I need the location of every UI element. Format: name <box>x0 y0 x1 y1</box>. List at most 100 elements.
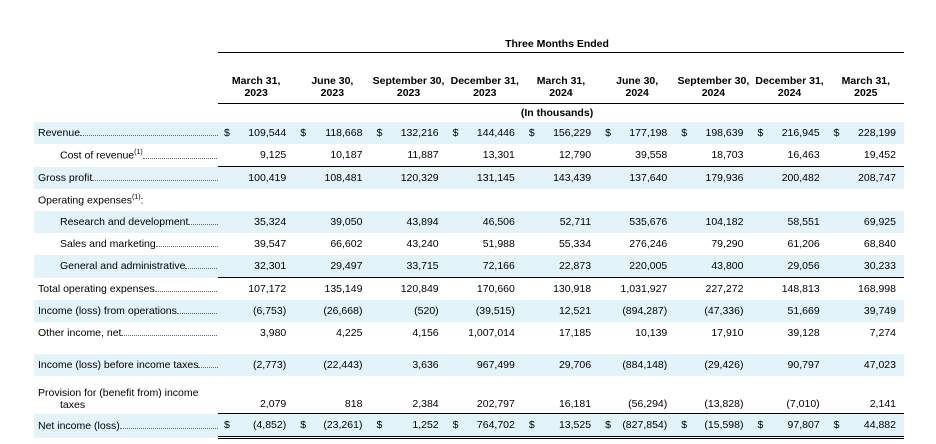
value: 29,497 <box>330 260 363 272</box>
value-cell: 39,050 <box>294 211 371 233</box>
value-cell: 22,873 <box>522 255 600 278</box>
value-cell: $97,807 <box>751 413 828 439</box>
value: (56,294) <box>628 398 668 410</box>
value: 43,240 <box>406 238 439 250</box>
value-cell: 137,640 <box>599 166 676 189</box>
value: 97,807 <box>787 419 820 431</box>
row-label-text: Gross profit <box>38 171 93 184</box>
row-label: General and administrative <box>34 255 219 278</box>
value-cell: 79,290 <box>675 233 751 255</box>
units-row: (In thousands) <box>34 104 904 123</box>
value: 43,800 <box>711 260 744 272</box>
period-label: March 31, <box>536 75 586 87</box>
value: (13,828) <box>704 398 744 410</box>
value-cell: 46,506 <box>446 211 523 233</box>
row-label: Research and development <box>34 211 219 233</box>
period-label: June 30, <box>616 75 659 87</box>
value-cell: 55,334 <box>523 233 599 255</box>
row-label-text: General and administrative <box>60 260 186 273</box>
period-year: 2024 <box>625 87 649 99</box>
value: 39,128 <box>787 327 820 339</box>
value: (6,753) <box>252 305 287 317</box>
value-cell: $ (23,261) <box>294 413 371 439</box>
currency-symbol: $ <box>300 419 307 431</box>
value: 104,182 <box>705 216 744 228</box>
value: 51,669 <box>787 305 820 317</box>
leader-dots <box>198 367 219 368</box>
value: 118,668 <box>325 127 363 139</box>
period-header: December 31, 2023 <box>446 52 523 104</box>
value: 156,229 <box>553 127 592 139</box>
leader-dots <box>142 157 219 159</box>
value: 2,079 <box>259 398 287 410</box>
value-cell: $13,525 <box>522 413 600 439</box>
value-cell: 202,797 <box>447 376 523 414</box>
value-cell: 4,225 <box>294 322 370 344</box>
value: 7,274 <box>869 327 896 339</box>
value-cell: 967,499 <box>446 354 523 376</box>
row-label: Provision for (benefit from) income taxes <box>34 376 218 414</box>
value: 177,198 <box>629 127 668 139</box>
value-cell: (13,828) <box>675 376 751 414</box>
value-cell: 17,910 <box>675 322 751 344</box>
value: 130,918 <box>553 283 592 295</box>
period-label: December 31, <box>755 75 824 87</box>
value-cell: 11,887 <box>370 144 446 167</box>
value-cell: 120,849 <box>370 277 447 300</box>
value-cell: (7,010) <box>751 376 827 414</box>
period-header: June 30, 2024 <box>599 52 676 104</box>
value-cell: $118,668 <box>294 122 371 144</box>
row-net-income: Net income (loss) $ (4,852) $ (23,261) $1,252… <box>34 413 904 439</box>
row-label-text: Total operating expenses <box>38 282 155 295</box>
currency-symbol: $ <box>376 127 383 139</box>
row-tax-provision: Provision for (benefit from) income taxes… <box>34 376 904 414</box>
label-colon: : <box>140 194 144 207</box>
leader-dots <box>119 427 219 429</box>
value: 108,481 <box>324 172 363 184</box>
row-gross-profit: Gross profit 100,419 108,481 120,329 131,145… <box>34 166 904 189</box>
value: 33,715 <box>406 260 439 272</box>
value-cell: $44,882 <box>827 413 904 439</box>
value: (894,287) <box>622 305 668 317</box>
currency-symbol: $ <box>681 419 688 431</box>
value: (26,668) <box>323 305 363 317</box>
value-cell <box>218 189 294 211</box>
leader-dots <box>92 179 219 181</box>
value-cell: 208,747 <box>827 166 904 189</box>
value-cell: 52,711 <box>522 211 600 233</box>
row-label: Other income, net <box>34 322 219 344</box>
row-gna: General and administrative 32,301 29,497 33… <box>34 255 904 278</box>
row-label: Total operating expenses <box>34 278 219 301</box>
row-label-text: Revenue <box>38 127 81 139</box>
value: 535,676 <box>629 216 668 228</box>
value-cell: 4,156 <box>370 322 446 344</box>
value: 276,246 <box>629 238 668 250</box>
value-cell <box>370 189 446 211</box>
value: 135,149 <box>324 283 363 295</box>
value: (2,773) <box>252 359 287 371</box>
value-cell: 68,840 <box>828 233 904 255</box>
currency-symbol: $ <box>605 127 611 139</box>
footnote-mark: (1) <box>134 149 143 156</box>
value: (7,010) <box>786 398 820 410</box>
value-cell: (47,336) <box>675 300 752 322</box>
row-label-line: Provision for (benefit from) income <box>38 386 199 399</box>
row-label: Operating expenses(1): <box>34 189 218 211</box>
value-cell: $144,446 <box>446 122 523 144</box>
row-label-text: Other income, net <box>38 327 122 339</box>
value-cell: 168,998 <box>827 277 904 300</box>
value: 39,547 <box>254 238 287 250</box>
value: 90,797 <box>787 359 820 371</box>
row-income-before-tax: Income (loss) before income taxes (2,773)… <box>34 354 904 376</box>
value: 227,272 <box>705 283 744 295</box>
value: 72,166 <box>482 260 515 272</box>
period-year: 2023 <box>320 87 345 99</box>
row-label: Sales and marketing <box>34 233 219 255</box>
value-cell: $109,544 <box>218 122 295 144</box>
row-opex-header: Operating expenses(1): <box>34 189 904 211</box>
value: 200,482 <box>781 172 820 184</box>
value: 4,156 <box>412 327 439 339</box>
value: 220,005 <box>629 260 668 272</box>
value: 109,544 <box>248 127 287 139</box>
value: 79,290 <box>711 238 744 250</box>
